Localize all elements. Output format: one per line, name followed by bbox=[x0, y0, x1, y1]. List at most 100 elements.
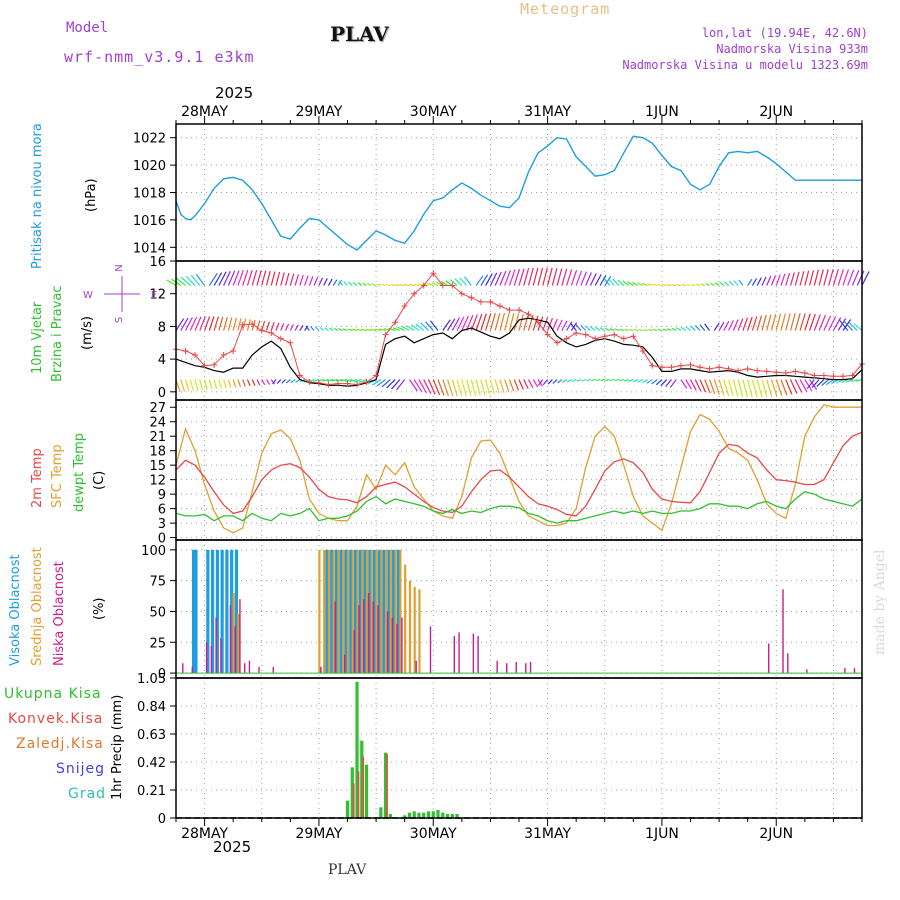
wind-barb bbox=[305, 325, 310, 331]
wind-barb bbox=[523, 314, 529, 331]
cloud-bar bbox=[418, 589, 421, 674]
wind-barb bbox=[242, 379, 246, 387]
wind-barb bbox=[246, 379, 251, 387]
wind-barb bbox=[184, 379, 190, 392]
cloud-bar bbox=[380, 549, 383, 674]
wind-tick-label: 12 bbox=[149, 288, 166, 303]
cloud-bar bbox=[342, 549, 345, 674]
wind-barb bbox=[376, 283, 382, 287]
wind-gust-marker bbox=[334, 380, 341, 387]
wind-barb bbox=[390, 283, 396, 287]
wind-barb bbox=[475, 379, 481, 396]
wind-barb bbox=[431, 282, 439, 287]
wind-barb bbox=[657, 283, 663, 287]
wind-barb bbox=[304, 325, 309, 331]
wind-gust-marker bbox=[573, 329, 580, 336]
wind-barb bbox=[304, 275, 309, 286]
wind-barb bbox=[756, 315, 763, 331]
elevation-label: Nadmorska Visina 933m bbox=[716, 42, 868, 56]
wind-barb bbox=[442, 319, 451, 331]
wind-barb bbox=[638, 329, 643, 332]
wind-barb bbox=[175, 318, 185, 331]
precip-bar bbox=[362, 756, 365, 818]
wind-barb bbox=[766, 275, 772, 286]
wind-barb bbox=[714, 282, 720, 287]
wind-barb bbox=[733, 280, 739, 286]
wind-barb bbox=[480, 313, 487, 331]
cloud-bar bbox=[215, 549, 219, 674]
wind-gust-marker bbox=[820, 372, 827, 379]
lonlat-label: lon,lat (19.94E, 42.6N) bbox=[701, 26, 868, 40]
wind-barb bbox=[180, 276, 191, 286]
wind-gust-marker bbox=[649, 362, 656, 369]
time-label-bottom: 31MAY bbox=[524, 826, 571, 842]
wind-barb bbox=[409, 283, 415, 287]
wind-barb bbox=[251, 270, 258, 286]
wind-barb bbox=[832, 268, 839, 286]
wind-barb bbox=[570, 323, 577, 331]
wind-barb bbox=[508, 379, 515, 392]
wind-barb bbox=[619, 328, 624, 332]
wind-barb bbox=[691, 283, 696, 287]
cloud-bar bbox=[408, 580, 412, 674]
wind-barb bbox=[261, 379, 266, 386]
wind-barb bbox=[647, 283, 653, 287]
wind-gust-marker bbox=[735, 367, 742, 374]
wind-barb bbox=[513, 313, 520, 331]
wind-barb bbox=[372, 379, 382, 386]
wind-barb bbox=[314, 326, 320, 331]
wind-barb bbox=[799, 379, 808, 392]
wind-barb bbox=[504, 379, 510, 393]
precip-tick-label: 1.05 bbox=[137, 672, 166, 687]
wind-barb bbox=[704, 323, 711, 331]
wind-barb bbox=[322, 378, 329, 382]
wind-gust-marker bbox=[801, 370, 808, 377]
wind-barb bbox=[299, 274, 304, 286]
precip-bar bbox=[384, 752, 388, 818]
wind-gust-marker bbox=[354, 381, 361, 388]
precip-tick-label: 0.42 bbox=[137, 756, 166, 771]
wind-barb bbox=[732, 379, 739, 397]
cloud-bar bbox=[787, 653, 789, 674]
wind-barb bbox=[327, 278, 333, 286]
cloud-bar bbox=[472, 633, 475, 674]
wind-barb bbox=[218, 316, 224, 331]
cloud-bar bbox=[844, 668, 846, 674]
wind-barb bbox=[347, 328, 353, 332]
wind-barb bbox=[213, 379, 218, 390]
wind-barb bbox=[728, 280, 734, 286]
wind-compass: N S W E bbox=[83, 264, 157, 323]
wind-barb bbox=[542, 267, 548, 286]
wind-barb bbox=[362, 282, 367, 287]
wind-barb bbox=[756, 277, 762, 286]
wind-barb bbox=[811, 379, 820, 388]
wind-barb bbox=[651, 379, 658, 385]
wind-barb bbox=[708, 379, 716, 395]
cloud-bar bbox=[229, 605, 232, 674]
wind-barb bbox=[841, 379, 848, 384]
wind-gust-marker bbox=[211, 361, 218, 368]
wind-barb bbox=[185, 275, 196, 286]
wind-barb bbox=[349, 378, 358, 383]
wind-barb bbox=[494, 379, 500, 394]
wind-barb bbox=[223, 316, 228, 331]
wind-barb bbox=[199, 379, 204, 391]
cloud-tick-label: 100 bbox=[141, 544, 166, 559]
wind-barb bbox=[184, 317, 193, 331]
cloud-bar bbox=[334, 549, 339, 674]
wind-barb bbox=[794, 271, 800, 286]
cloud-bar bbox=[389, 549, 392, 674]
wind-barb bbox=[251, 379, 256, 386]
wind-barb bbox=[437, 379, 445, 396]
precip-tick-label: 0.63 bbox=[137, 728, 166, 743]
wind-barb bbox=[821, 379, 830, 387]
precip-bar bbox=[364, 764, 369, 818]
cloud-bar bbox=[387, 549, 391, 674]
wind-barb bbox=[747, 278, 753, 286]
wind-barb bbox=[265, 270, 271, 286]
cloud-bar bbox=[351, 549, 354, 674]
wind-barb bbox=[713, 322, 720, 331]
wind-barb bbox=[742, 317, 749, 331]
wind-barb bbox=[589, 326, 596, 331]
wind-barb bbox=[338, 328, 343, 332]
